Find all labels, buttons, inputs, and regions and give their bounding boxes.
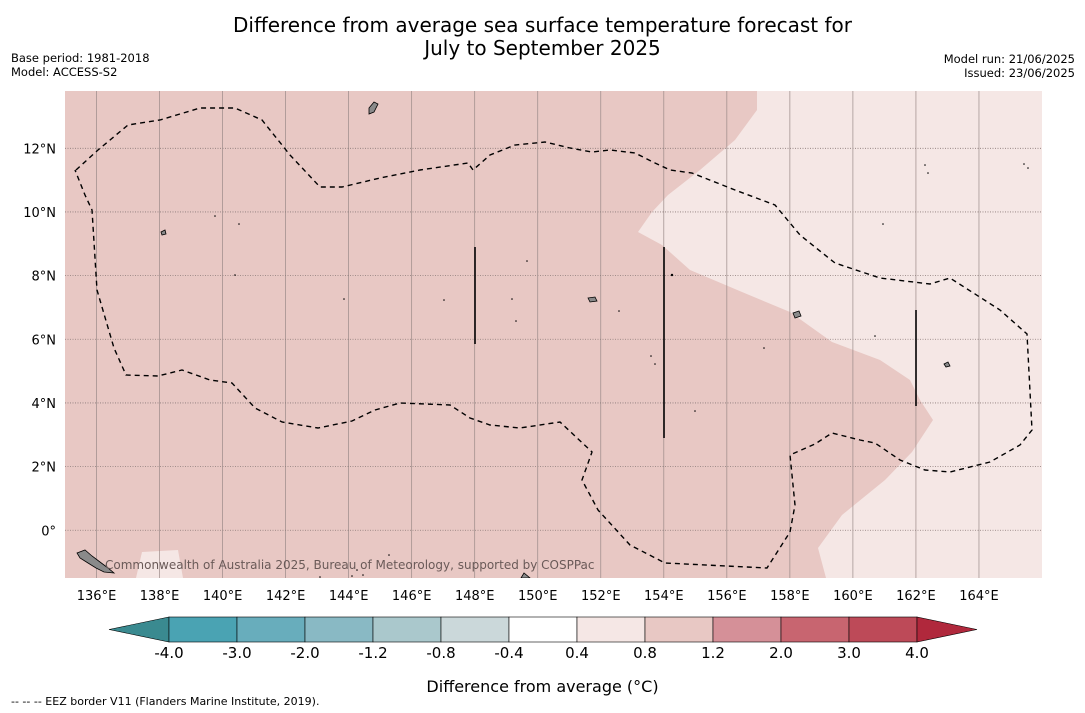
x-tick-label: 160°E <box>833 589 873 604</box>
colorbar-tick-label: -2.0 <box>290 644 319 662</box>
y-tick-label: 2°N <box>32 461 57 476</box>
colorbar-title: Difference from average (°C) <box>426 677 659 696</box>
x-tick-label: 140°E <box>203 589 243 604</box>
colorbar-high-extend <box>916 616 978 643</box>
island-north <box>368 101 379 115</box>
colorbar-tick-label: 0.4 <box>565 644 589 662</box>
colorbar-segment <box>508 616 578 643</box>
x-tick-label: 138°E <box>140 589 180 604</box>
colorbar-tick-label: 4.0 <box>905 644 929 662</box>
colorbar-segment <box>236 616 306 643</box>
colorbar-tick-label: -4.0 <box>154 644 183 662</box>
x-tick-label: 158°E <box>770 589 810 604</box>
island-yap <box>160 229 167 236</box>
colorbar-tick-label: -0.4 <box>494 644 523 662</box>
colorbar-tick-label: 3.0 <box>837 644 861 662</box>
colorbar-low-extend <box>108 616 170 643</box>
island-small-south <box>520 572 531 578</box>
small-islets <box>214 163 1029 578</box>
colorbar-tick-label: -0.8 <box>426 644 455 662</box>
x-tick-label: 164°E <box>959 589 999 604</box>
y-tick-label: 10°N <box>23 206 56 221</box>
y-tick-label: 6°N <box>32 333 57 348</box>
island-chuuk <box>587 296 598 303</box>
model-run-text: Model run: 21/06/2025 <box>943 52 1075 66</box>
island-pohnpei <box>792 310 802 319</box>
x-tick-label: 144°E <box>329 589 369 604</box>
colorbar-segment <box>780 616 850 643</box>
colorbar-segment <box>576 616 646 643</box>
colorbar-segment <box>644 616 714 643</box>
island-new-guinea-coast <box>76 549 116 574</box>
title-line-1: Difference from average sea surface temp… <box>232 13 852 37</box>
x-tick-label: 148°E <box>455 589 495 604</box>
x-tick-label: 142°E <box>266 589 306 604</box>
colorbar-segment <box>848 616 918 643</box>
colorbar-segment <box>304 616 374 643</box>
colorbar-tick-label: -3.0 <box>222 644 251 662</box>
y-tick-label: 0° <box>41 524 56 539</box>
base-period-text: Base period: 1981-2018 <box>11 51 150 65</box>
colorbar-segment <box>712 616 782 643</box>
map-title: Difference from average sea surface temp… <box>0 14 1085 60</box>
x-tick-label: 146°E <box>392 589 432 604</box>
x-tick-label: 156°E <box>707 589 747 604</box>
graticule-lines <box>65 91 1042 578</box>
x-tick-label: 136°E <box>77 589 117 604</box>
y-tick-label: 4°N <box>32 397 57 412</box>
x-tick-label: 154°E <box>644 589 684 604</box>
x-tick-label: 150°E <box>518 589 558 604</box>
title-line-2: July to September 2025 <box>424 36 661 60</box>
eez-legend-note: -- -- -- EEZ border V11 (Flanders Marine… <box>11 695 320 708</box>
islands <box>76 101 951 578</box>
x-tick-label: 162°E <box>896 589 936 604</box>
colorbar-tick-label: 0.8 <box>633 644 657 662</box>
run-info: Model run: 21/06/2025 Issued: 23/06/2025 <box>944 52 1075 80</box>
x-axis-ticks: 136°E 138°E 140°E 142°E 144°E 146°E 148°E 150°E… <box>77 589 999 604</box>
copyright-notice: Commonwealth of Australia 2025, Bureau o… <box>105 558 595 572</box>
y-tick-label: 12°N <box>23 142 56 157</box>
colorbar-tick-label: 2.0 <box>769 644 793 662</box>
x-tick-label: 152°E <box>581 589 621 604</box>
colorbar-tick-label: 1.2 <box>701 644 725 662</box>
colorbar-segment <box>440 616 510 643</box>
model-name-text: Model: ACCESS-S2 <box>11 65 118 79</box>
y-axis-ticks: 12°N 10°N 8°N 6°N 4°N 2°N 0° <box>23 142 56 539</box>
island-kosrae <box>943 361 951 368</box>
colorbar-segments <box>108 616 978 643</box>
y-tick-label: 8°N <box>32 270 57 285</box>
anomaly-warm-light-region <box>638 91 1042 578</box>
colorbar-labels: -4.0 -3.0 -2.0 -1.2 -0.8 -0.4 0.4 0.8 1.2 2.0 3.0 4… <box>154 644 929 662</box>
model-info: Base period: 1981-2018 Model: ACCESS-S2 <box>11 51 150 79</box>
colorbar-segment <box>168 616 238 643</box>
issued-text: Issued: 23/06/2025 <box>964 66 1075 80</box>
colorbar-tick-label: -1.2 <box>358 644 387 662</box>
colorbar-segment <box>372 616 442 643</box>
boundary-segments <box>474 247 917 438</box>
